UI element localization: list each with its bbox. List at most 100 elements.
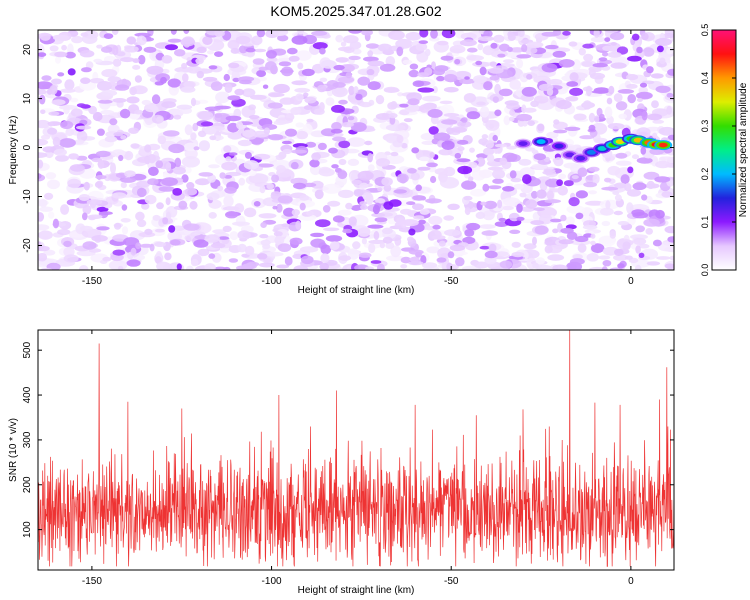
heatmap-noise-blob (135, 242, 142, 250)
heatmap-noise-blob (176, 263, 182, 270)
heatmap-noise-blob (632, 182, 647, 191)
heatmap-noise-blob (331, 122, 342, 131)
heatmap-noise-blob (204, 263, 216, 270)
heatmap-noise-blob (78, 194, 90, 201)
heatmap-noise-blob (183, 81, 196, 88)
heatmap-noise-blob (186, 265, 194, 270)
heatmap-noise-blob (457, 139, 469, 145)
heatmap-noise-blob (170, 30, 177, 35)
heatmap-noise-blob (604, 37, 611, 42)
heatmap-noise-blob (244, 245, 255, 256)
heatmap-noise-blob (136, 219, 147, 228)
heatmap-noise-blob (432, 86, 438, 94)
heatmap-noise-blob (225, 211, 239, 219)
heatmap-noise-blob (172, 166, 186, 175)
heatmap-noise-blob (636, 157, 653, 164)
heatmap-noise-blob (214, 113, 223, 118)
heatmap-noise-blob (273, 120, 287, 126)
heatmap-noise-blob (400, 264, 408, 269)
heatmap-noise-blob (598, 255, 611, 260)
heatmap-noise-blob (111, 149, 126, 157)
heatmap-noise-blob (436, 40, 449, 46)
heatmap-noise-blob (87, 214, 103, 220)
heatmap-noise-blob (408, 69, 420, 78)
heatmap-noise-blob (417, 87, 435, 93)
heatmap-noise-blob (375, 158, 391, 167)
heatmap-noise-blob (197, 248, 210, 257)
heatmap-noise-blob (234, 203, 245, 214)
heatmap-noise-blob (517, 30, 525, 37)
colorbar-tick-label: 0.5 (700, 24, 710, 37)
heatmap-noise-blob (95, 175, 107, 180)
heatmap-noise-blob (38, 224, 50, 231)
heatmap-noise-blob (277, 195, 293, 204)
heatmap-noise-blob (209, 135, 217, 141)
heatmap-noise-blob (49, 45, 59, 52)
heatmap-noise-blob (68, 153, 79, 160)
heatmap-noise-blob (457, 165, 473, 175)
heatmap-noise-blob (82, 241, 97, 250)
heatmap-noise-blob (498, 88, 513, 97)
heatmap-noise-blob (119, 108, 131, 119)
heatmap-noise-blob (118, 154, 124, 162)
heatmap-noise-blob (274, 235, 285, 246)
heatmap-noise-blob (601, 220, 611, 227)
heatmap-noise-blob (196, 46, 207, 54)
heatmap-noise-blob (509, 79, 521, 90)
heatmap-noise-blob (332, 136, 346, 142)
heatmap-noise-blob (189, 200, 198, 210)
heatmap-noise-blob (238, 177, 246, 186)
heatmap-noise-blob (607, 165, 621, 176)
heatmap-noise-blob (523, 243, 537, 250)
heatmap-noise-blob (667, 68, 674, 76)
heatmap-noise-blob (606, 97, 613, 105)
heatmap-noise-blob (553, 157, 564, 167)
heatmap-noise-blob (322, 205, 331, 213)
heatmap-noise-blob (273, 231, 283, 237)
heatmap-noise-blob (80, 77, 91, 84)
heatmap-noise-blob (76, 103, 86, 108)
heatmap-noise-blob (132, 64, 141, 70)
heatmap-noise-blob (385, 56, 396, 67)
heatmap-noise-blob (112, 98, 127, 103)
heatmap-noise-blob (38, 152, 48, 158)
heatmap-noise-blob (426, 246, 440, 254)
heatmap-noise-blob (347, 116, 355, 121)
heatmap-noise-blob (136, 35, 147, 46)
heatmap-noise-blob (306, 211, 314, 216)
heatmap-noise-blob (124, 45, 139, 53)
heatmap-noise-blob (163, 130, 180, 137)
heatmap-noise-blob (260, 222, 267, 228)
heatmap-noise-blob (146, 65, 164, 75)
heatmap-noise-blob (325, 235, 343, 242)
heatmap-noise-blob (167, 78, 181, 88)
heatmap-noise-blob (568, 197, 580, 207)
heatmap-noise-blob (588, 124, 596, 132)
heatmap-noise-blob (350, 122, 367, 132)
heatmap-noise-blob (662, 33, 674, 39)
heatmap-noise-blob (519, 192, 527, 198)
heatmap-noise-blob (506, 145, 517, 150)
heatmap-noise-blob (112, 249, 126, 256)
heatmap-noise-blob (652, 239, 662, 247)
heatmap-noise-blob (618, 113, 627, 120)
heatmap-noise-blob (375, 113, 393, 120)
heatmap-noise-blob (291, 35, 308, 45)
heatmap-noise-blob (388, 113, 398, 119)
heatmap-noise-blob (543, 168, 556, 173)
heatmap-noise-blob (594, 137, 608, 144)
heatmap-noise-blob (492, 134, 498, 142)
heatmap-noise-blob (476, 101, 486, 106)
heatmap-noise-blob (60, 120, 74, 130)
heatmap-noise-blob (370, 260, 382, 264)
heatmap-noise-blob (635, 245, 641, 254)
heatmap-noise-blob (592, 174, 600, 184)
heatmap-noise-blob (79, 225, 93, 232)
heatmap-noise-blob (429, 152, 435, 158)
heatmap-noise-blob (158, 186, 175, 192)
heatmap-noise-blob (646, 261, 661, 266)
heatmap-noise-blob (53, 148, 67, 156)
heatmap-noise-blob (666, 105, 673, 115)
heatmap-noise-blob (655, 209, 665, 219)
